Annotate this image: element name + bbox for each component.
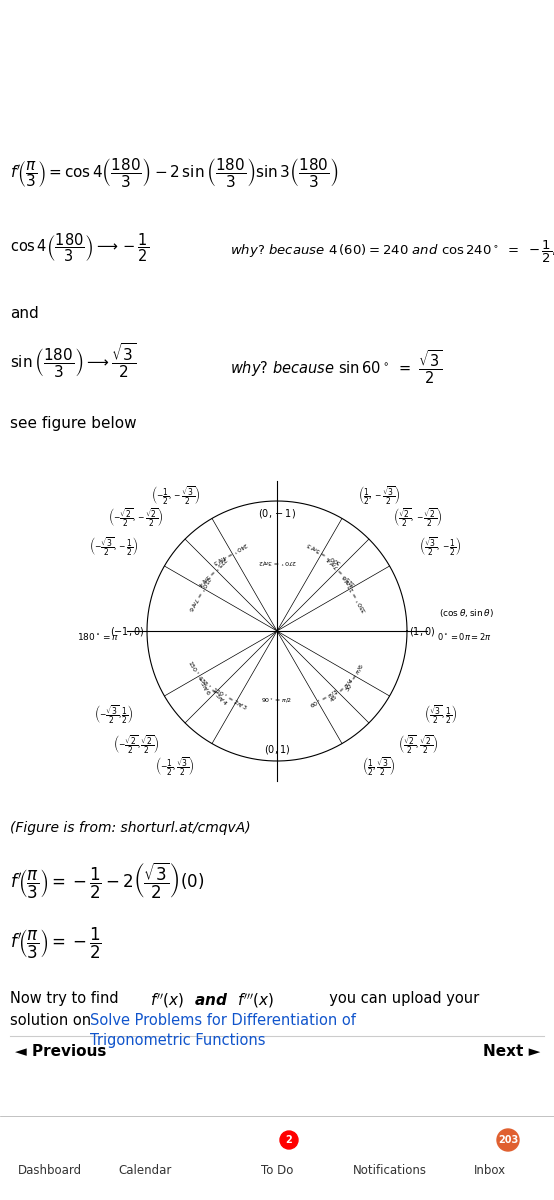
Text: ⋮: ⋮ bbox=[507, 72, 526, 91]
Text: $\left(\dfrac{\sqrt{3}}{2},\dfrac{1}{2}\right)$: $\left(\dfrac{\sqrt{3}}{2},\dfrac{1}{2}\… bbox=[424, 703, 457, 726]
Text: $\mathit{why?\ because}\ 4\,(60)=240\ \mathit{and}\ \cos 240^\circ\ =\ -\dfrac{1: $\mathit{why?\ because}\ 4\,(60)=240\ \m… bbox=[230, 239, 554, 265]
Text: 203: 203 bbox=[498, 1135, 518, 1145]
Text: $\mathit{why?\ because}\ \sin 60^\circ\ =\ \dfrac{\sqrt{3}}{2}$: $\mathit{why?\ because}\ \sin 60^\circ\ … bbox=[230, 349, 443, 386]
Text: Calendar: Calendar bbox=[119, 1164, 172, 1176]
Text: $(0,-1)$: $(0,-1)$ bbox=[258, 506, 296, 520]
Text: $f'\!\left(\dfrac{\pi}{3}\right) = -\dfrac{1}{2} - 2\left(\dfrac{\sqrt{3}}{2}\ri: $f'\!\left(\dfrac{\pi}{3}\right) = -\dfr… bbox=[10, 862, 204, 901]
Text: $120^\circ=2\pi/3$: $120^\circ=2\pi/3$ bbox=[211, 685, 249, 713]
Text: $f'\!\left(\dfrac{\pi}{3}\right) = -\dfrac{1}{2}$: $f'\!\left(\dfrac{\pi}{3}\right) = -\dfr… bbox=[10, 926, 102, 961]
Text: solution on: solution on bbox=[10, 1013, 100, 1028]
Text: $0^\circ=0\pi=2\pi$: $0^\circ=0\pi=2\pi$ bbox=[437, 630, 492, 642]
Text: Discussion Details: Discussion Details bbox=[184, 56, 370, 74]
Text: $90^\circ=\pi/2$: $90^\circ=\pi/2$ bbox=[261, 696, 293, 704]
Text: $\left(\dfrac{\sqrt{3}}{2},-\dfrac{1}{2}\right)$: $\left(\dfrac{\sqrt{3}}{2},-\dfrac{1}{2}… bbox=[419, 535, 462, 558]
Text: ◄ Previous: ◄ Previous bbox=[15, 1044, 106, 1058]
Text: $\left(-\dfrac{\sqrt{3}}{2},\dfrac{1}{2}\right)$: $\left(-\dfrac{\sqrt{3}}{2},\dfrac{1}{2}… bbox=[94, 703, 134, 726]
Text: $f''(x)$  and  $f'''(x)$: $f''(x)$ and $f'''(x)$ bbox=[150, 991, 274, 1009]
Text: $(0, 1)$: $(0, 1)$ bbox=[264, 743, 290, 756]
Text: Dashboard: Dashboard bbox=[18, 1164, 82, 1176]
Text: Solve Problems for Differentiation of: Solve Problems for Differentiation of bbox=[90, 1013, 356, 1028]
Text: 2: 2 bbox=[286, 1135, 293, 1145]
Text: $\left(\dfrac{\sqrt{2}}{2},\dfrac{\sqrt{2}}{2}\right)$: $\left(\dfrac{\sqrt{2}}{2},\dfrac{\sqrt{… bbox=[398, 733, 438, 756]
Text: $\left(-\dfrac{\sqrt{3}}{2},-\dfrac{1}{2}\right)$: $\left(-\dfrac{\sqrt{3}}{2},-\dfrac{1}{2… bbox=[89, 535, 138, 558]
Text: $\left(-\dfrac{1}{2},-\dfrac{\sqrt{3}}{2}\right)$: $\left(-\dfrac{1}{2},-\dfrac{\sqrt{3}}{2… bbox=[151, 484, 199, 506]
Text: (Figure is from: shorturl.at/cmqvA): (Figure is from: shorturl.at/cmqvA) bbox=[10, 821, 250, 835]
Text: ‹ Back: ‹ Back bbox=[33, 74, 86, 90]
Text: 2:27: 2:27 bbox=[39, 23, 80, 41]
Text: $240^\circ=4\pi/3$: $240^\circ=4\pi/3$ bbox=[211, 539, 249, 566]
Text: $225^\circ=5\pi/4$: $225^\circ=5\pi/4$ bbox=[195, 554, 229, 588]
Text: $30^\circ=\pi/6$: $30^\circ=\pi/6$ bbox=[343, 662, 367, 694]
Circle shape bbox=[280, 1130, 298, 1150]
Text: $\left(\dfrac{1}{2},-\dfrac{\sqrt{3}}{2}\right)$: $\left(\dfrac{1}{2},-\dfrac{\sqrt{3}}{2}… bbox=[358, 484, 401, 506]
Text: $\left(\dfrac{1}{2},\dfrac{\sqrt{3}}{2}\right)$: $\left(\dfrac{1}{2},\dfrac{\sqrt{3}}{2}\… bbox=[362, 755, 396, 778]
Text: Notifications: Notifications bbox=[353, 1164, 427, 1176]
Text: $\left(\dfrac{\sqrt{2}}{2},-\dfrac{\sqrt{2}}{2}\right)$: $\left(\dfrac{\sqrt{2}}{2},-\dfrac{\sqrt… bbox=[393, 505, 443, 529]
Text: $135^\circ=3\pi/4$: $135^\circ=3\pi/4$ bbox=[195, 673, 229, 708]
Text: Inbox: Inbox bbox=[474, 1164, 506, 1176]
Text: $(1, 0)$: $(1, 0)$ bbox=[409, 624, 435, 637]
Text: $\left(-\dfrac{\sqrt{2}}{2},\dfrac{\sqrt{2}}{2}\right)$: $\left(-\dfrac{\sqrt{2}}{2},\dfrac{\sqrt… bbox=[113, 733, 160, 756]
Text: $60^\circ=\pi/3$: $60^\circ=\pi/3$ bbox=[309, 688, 340, 710]
Text: $\left(-\dfrac{1}{2},\dfrac{\sqrt{3}}{2}\right)$: $\left(-\dfrac{1}{2},\dfrac{\sqrt{3}}{2}… bbox=[155, 755, 195, 778]
Text: see figure below: see figure below bbox=[10, 416, 137, 431]
Text: Next ►: Next ► bbox=[483, 1044, 540, 1058]
Text: $\sin\left(\dfrac{180}{3}\right) \longrightarrow \dfrac{\sqrt{3}}{2}$: $\sin\left(\dfrac{180}{3}\right) \longri… bbox=[10, 341, 136, 379]
Text: $180^\circ=\pi$: $180^\circ=\pi$ bbox=[76, 630, 119, 642]
Text: you can upload your: you can upload your bbox=[320, 991, 479, 1006]
Text: $(\cos\theta,\sin\theta)$: $(\cos\theta,\sin\theta)$ bbox=[439, 607, 494, 619]
Text: $(-1, 0)$: $(-1, 0)$ bbox=[110, 624, 144, 637]
Text: $\cos 4\left(\dfrac{180}{3}\right) \longrightarrow -\dfrac{1}{2}$: $\cos 4\left(\dfrac{180}{3}\right) \long… bbox=[10, 230, 149, 264]
Text: Calculus 1: Calculus 1 bbox=[241, 96, 313, 110]
Text: $315^\circ=7\pi/4$: $315^\circ=7\pi/4$ bbox=[325, 554, 359, 588]
Text: $f'\!\left(\dfrac{\pi}{3}\right) = \cos 4\left(\dfrac{180}{3}\right) - 2\,\sin\l: $f'\!\left(\dfrac{\pi}{3}\right) = \cos … bbox=[10, 156, 338, 188]
Circle shape bbox=[497, 1129, 519, 1151]
Text: $300^\circ=5\pi/3$: $300^\circ=5\pi/3$ bbox=[305, 539, 343, 566]
Text: $210^\circ=7\pi/6$: $210^\circ=7\pi/6$ bbox=[185, 575, 213, 613]
Text: $150^\circ=5\pi/6$: $150^\circ=5\pi/6$ bbox=[185, 659, 213, 697]
Text: Now try to find: Now try to find bbox=[10, 991, 128, 1006]
Text: Trigonometric Functions: Trigonometric Functions bbox=[90, 1033, 265, 1048]
Text: $330^\circ=11\pi/6$: $330^\circ=11\pi/6$ bbox=[341, 572, 370, 614]
Text: $270^\circ=3\pi/2$: $270^\circ=3\pi/2$ bbox=[258, 557, 296, 566]
Text: ▌▌ ◉ ▭: ▌▌ ◉ ▭ bbox=[471, 23, 515, 34]
Text: and: and bbox=[10, 306, 39, 320]
Text: $\left(-\dfrac{\sqrt{2}}{2},-\dfrac{\sqrt{2}}{2}\right)$: $\left(-\dfrac{\sqrt{2}}{2},-\dfrac{\sqr… bbox=[109, 505, 164, 529]
Text: To Do: To Do bbox=[261, 1164, 293, 1176]
Text: $45^\circ=\pi/4$: $45^\circ=\pi/4$ bbox=[327, 677, 356, 706]
